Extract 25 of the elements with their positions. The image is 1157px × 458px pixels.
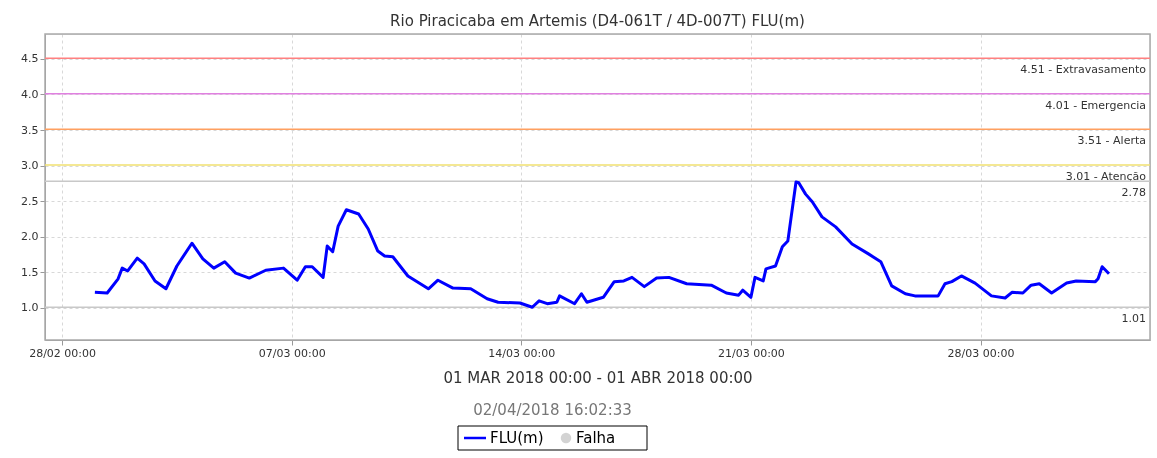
y-tick-label: 4.5 [21, 52, 39, 66]
ref-line-label: 1.01 [1121, 312, 1146, 326]
line-series [93, 180, 1111, 309]
y-tick-label: 1.5 [21, 265, 39, 279]
ref-line-label: 4.01 - Emergencia [1045, 98, 1146, 112]
x-tick-label: 07/03 00:00 [258, 346, 326, 360]
legend-label: Falha [576, 429, 616, 447]
y-tick-label: 2.5 [21, 194, 39, 208]
y-tick-label: 2.0 [21, 230, 39, 244]
ref-line-label: 2.78 [1121, 186, 1146, 200]
ref-line-label: 4.51 - Extravasamento [1020, 63, 1147, 77]
ref-line-label: 3.01 - Atenção [1065, 169, 1147, 183]
y-tick-label: 3.5 [21, 123, 39, 137]
x-tick-label: 21/03 00:00 [717, 346, 785, 360]
legend-label: FLU(m) [490, 429, 544, 447]
x-tick-label: 28/02 00:00 [29, 346, 97, 360]
chart-title: Rio Piracicaba em Artemis (D4-061T / 4D-007T) FLU(m) [390, 12, 805, 31]
y-tick-label: 3.0 [21, 159, 39, 173]
x-tick-label: 14/03 00:00 [488, 346, 556, 360]
y-tick-label: 1.0 [21, 301, 39, 315]
x-tick-label: 28/03 00:00 [947, 346, 1015, 360]
y-tick-label: 4.0 [21, 87, 39, 101]
ref-line-label: 3.51 - Alerta [1077, 134, 1146, 148]
text: 02/04/2018 16:02:33 [473, 401, 632, 419]
x-axis-title: 01 MAR 2018 00:00 - 01 ABR 2018 00:00 [443, 368, 753, 387]
